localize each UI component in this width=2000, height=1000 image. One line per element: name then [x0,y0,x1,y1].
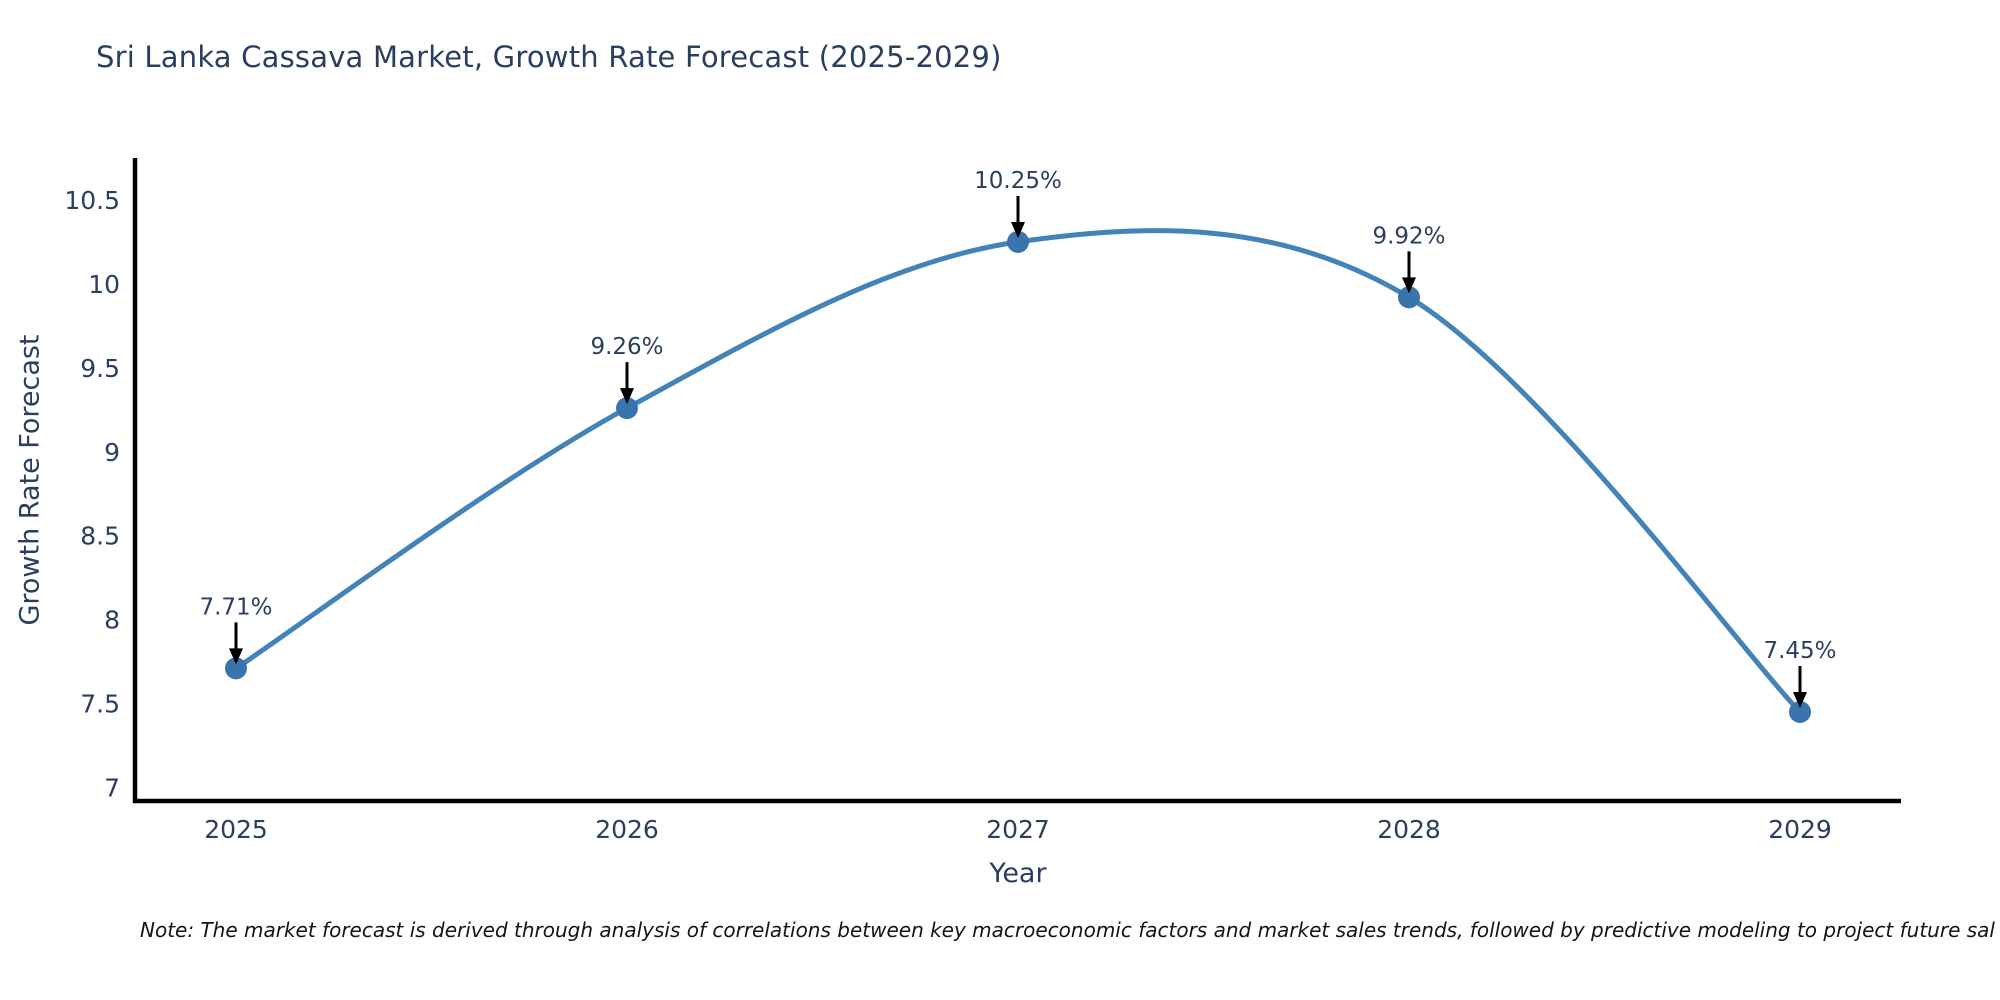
data-point-marker [616,397,638,420]
y-tick-label: 7.5 [80,690,120,719]
x-tick-label: 2025 [204,815,268,844]
chart-title: Sri Lanka Cassava Market, Growth Rate Fo… [96,40,1002,74]
series-line [233,228,1803,715]
y-tick-label: 8.5 [80,522,120,551]
data-point-marker [1398,286,1420,309]
x-tick-label: 2026 [595,815,659,844]
data-point-marker [1789,701,1811,724]
y-tick-label: 10 [88,270,120,299]
x-axis-title: Year [989,858,1047,889]
annotation-arrowhead [620,388,634,405]
x-tick-label: 2029 [1768,815,1832,844]
point-label: 10.25% [974,168,1062,194]
y-tick-label: 8 [104,606,120,635]
annotation-arrowhead [229,648,243,665]
annotation-arrowhead [1793,692,1807,709]
y-tick-label: 10.5 [64,186,120,215]
point-label: 9.26% [590,334,663,360]
point-label: 7.45% [1763,638,1836,664]
x-tick-label: 2028 [1377,815,1441,844]
point-label: 9.92% [1372,223,1445,249]
data-point-marker [225,657,247,680]
y-tick-label: 9.5 [80,354,120,383]
footnote: Note: The market forecast is derived thr… [140,918,1995,942]
y-tick-label: 7 [104,774,120,803]
annotation-arrowhead [1402,277,1416,294]
point-label: 7.71% [199,594,272,620]
y-tick-label: 9 [104,438,120,467]
annotation-arrowhead [1011,221,1025,238]
data-point-marker [1007,230,1029,253]
x-tick-label: 2027 [986,815,1050,844]
